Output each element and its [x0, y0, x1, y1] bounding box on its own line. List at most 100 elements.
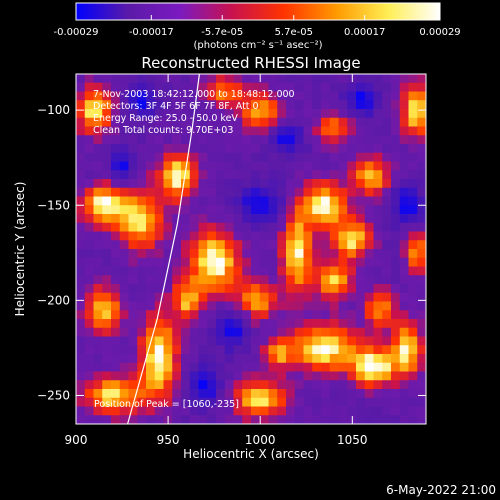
heatmap-cell	[119, 187, 129, 197]
heatmap-cell	[76, 415, 86, 424]
heatmap-cell	[286, 91, 296, 101]
heatmap-cell	[207, 275, 217, 285]
heatmap-cell	[259, 82, 269, 92]
heatmap-cell	[391, 222, 401, 232]
heatmap-cell	[338, 284, 348, 294]
heatmap-cell	[233, 205, 243, 215]
heatmap-cell	[391, 100, 401, 110]
heatmap-cell	[137, 266, 147, 276]
heatmap-cell	[128, 275, 138, 285]
heatmap-cell	[259, 397, 269, 407]
heatmap-cell	[224, 231, 234, 241]
heatmap-cell	[329, 406, 339, 416]
heatmap-cell	[111, 275, 121, 285]
heatmap-cell	[347, 117, 357, 127]
heatmap-cell	[373, 319, 383, 329]
heatmap-cell	[312, 380, 322, 390]
heatmap-cell	[321, 91, 331, 101]
heatmap-cell	[312, 126, 322, 136]
heatmap-cell	[119, 240, 129, 250]
heatmap-cell	[329, 205, 339, 215]
heatmap-cell	[251, 205, 261, 215]
heatmap-cell	[181, 240, 191, 250]
heatmap-cell	[146, 196, 156, 206]
heatmap-cell	[216, 371, 226, 381]
heatmap-cell	[84, 354, 94, 364]
heatmap-cell	[268, 144, 278, 154]
heatmap-cell	[137, 109, 147, 119]
heatmap-cell	[102, 415, 112, 424]
heatmap-cell	[224, 406, 234, 416]
heatmap-cell	[303, 397, 313, 407]
heatmap-cell	[172, 319, 182, 329]
heatmap-cell	[399, 117, 409, 127]
solar-limb-line	[127, 74, 200, 424]
heatmap-cell	[154, 327, 164, 337]
heatmap-cell	[128, 389, 138, 399]
heatmap-cell	[137, 187, 147, 197]
heatmap-cell	[76, 336, 86, 346]
heatmap-cell	[207, 231, 217, 241]
heatmap-cell	[76, 292, 86, 302]
heatmap-cell	[93, 284, 103, 294]
heatmap-cell	[146, 161, 156, 171]
heatmap-cell	[399, 135, 409, 145]
heatmap-cell	[172, 310, 182, 320]
heatmap-cell	[259, 205, 269, 215]
heatmap-cell	[294, 397, 304, 407]
heatmap-cell	[163, 205, 173, 215]
heatmap-cell	[277, 389, 287, 399]
heatmap-cell	[146, 135, 156, 145]
heatmap-cell	[172, 240, 182, 250]
heatmap-cell	[417, 179, 426, 189]
heatmap-cell	[84, 336, 94, 346]
heatmap-cell	[172, 336, 182, 346]
heatmap-cell	[312, 100, 322, 110]
heatmap-cell	[373, 82, 383, 92]
heatmap-cell	[382, 240, 392, 250]
heatmap-cell	[76, 371, 86, 381]
heatmap-cell	[163, 301, 173, 311]
heatmap-cell	[391, 187, 401, 197]
heatmap-cell	[259, 336, 269, 346]
heatmap-cell	[93, 415, 103, 424]
heatmap-cell	[338, 327, 348, 337]
heatmap-cell	[216, 144, 226, 154]
heatmap-cell	[329, 74, 339, 84]
heatmap-cell	[251, 292, 261, 302]
heatmap-cell	[189, 249, 199, 259]
heatmap-cell	[417, 389, 426, 399]
heatmap-cell	[102, 222, 112, 232]
heatmap-cell	[277, 327, 287, 337]
heatmap-cell	[207, 187, 217, 197]
heatmap-cell	[373, 222, 383, 232]
heatmap-cell	[216, 354, 226, 364]
heatmap-cell	[286, 82, 296, 92]
heatmap-cell	[111, 144, 121, 154]
heatmap-cell	[163, 336, 173, 346]
heatmap-cell	[277, 275, 287, 285]
heatmap-cell	[154, 240, 164, 250]
heatmap-cell	[242, 91, 252, 101]
heatmap-cell	[286, 152, 296, 162]
heatmap-cell	[102, 389, 112, 399]
heatmap-cell	[84, 362, 94, 372]
heatmap-cell	[181, 257, 191, 267]
heatmap-cell	[233, 284, 243, 294]
heatmap-cell	[373, 74, 383, 84]
heatmap-cell	[102, 82, 112, 92]
heatmap-cell	[268, 397, 278, 407]
heatmap-cell	[373, 109, 383, 119]
heatmap-cell	[233, 415, 243, 424]
heatmap-cell	[198, 161, 208, 171]
heatmap-cell	[207, 100, 217, 110]
heatmap-cell	[286, 310, 296, 320]
heatmap-cell	[268, 222, 278, 232]
heatmap-cell	[76, 74, 86, 84]
heatmap-cell	[216, 109, 226, 119]
heatmap-cell	[146, 126, 156, 136]
heatmap-cell	[391, 284, 401, 294]
heatmap-cell	[356, 415, 366, 424]
heatmap-cell	[172, 371, 182, 381]
heatmap-cell	[207, 152, 217, 162]
